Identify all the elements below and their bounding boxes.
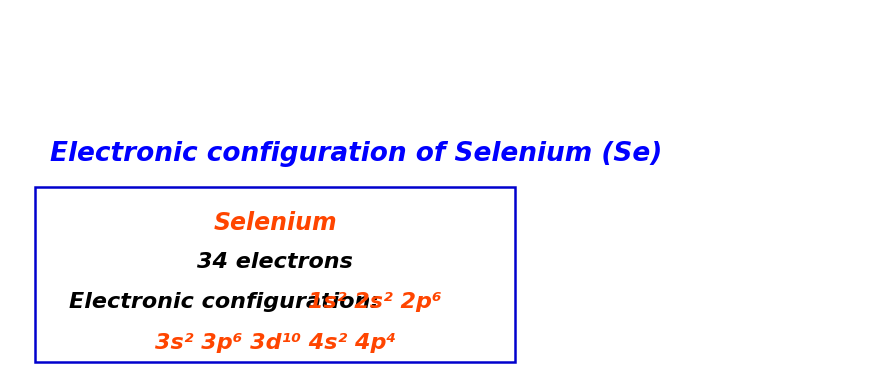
- Text: 34 electrons: 34 electrons: [197, 252, 353, 272]
- Text: 3s² 3p⁶ 3d¹⁰ 4s² 4p⁴: 3s² 3p⁶ 3d¹⁰ 4s² 4p⁴: [155, 333, 395, 353]
- Text: Electronic configuration:: Electronic configuration:: [68, 292, 386, 312]
- Text: Selenium: Selenium: [213, 212, 336, 235]
- Bar: [35, 187, 515, 362]
- Text: 1s² 2s² 2p⁶: 1s² 2s² 2p⁶: [307, 292, 441, 312]
- Text: Electronic configuration of Selenium (Se): Electronic configuration of Selenium (Se…: [50, 141, 662, 167]
